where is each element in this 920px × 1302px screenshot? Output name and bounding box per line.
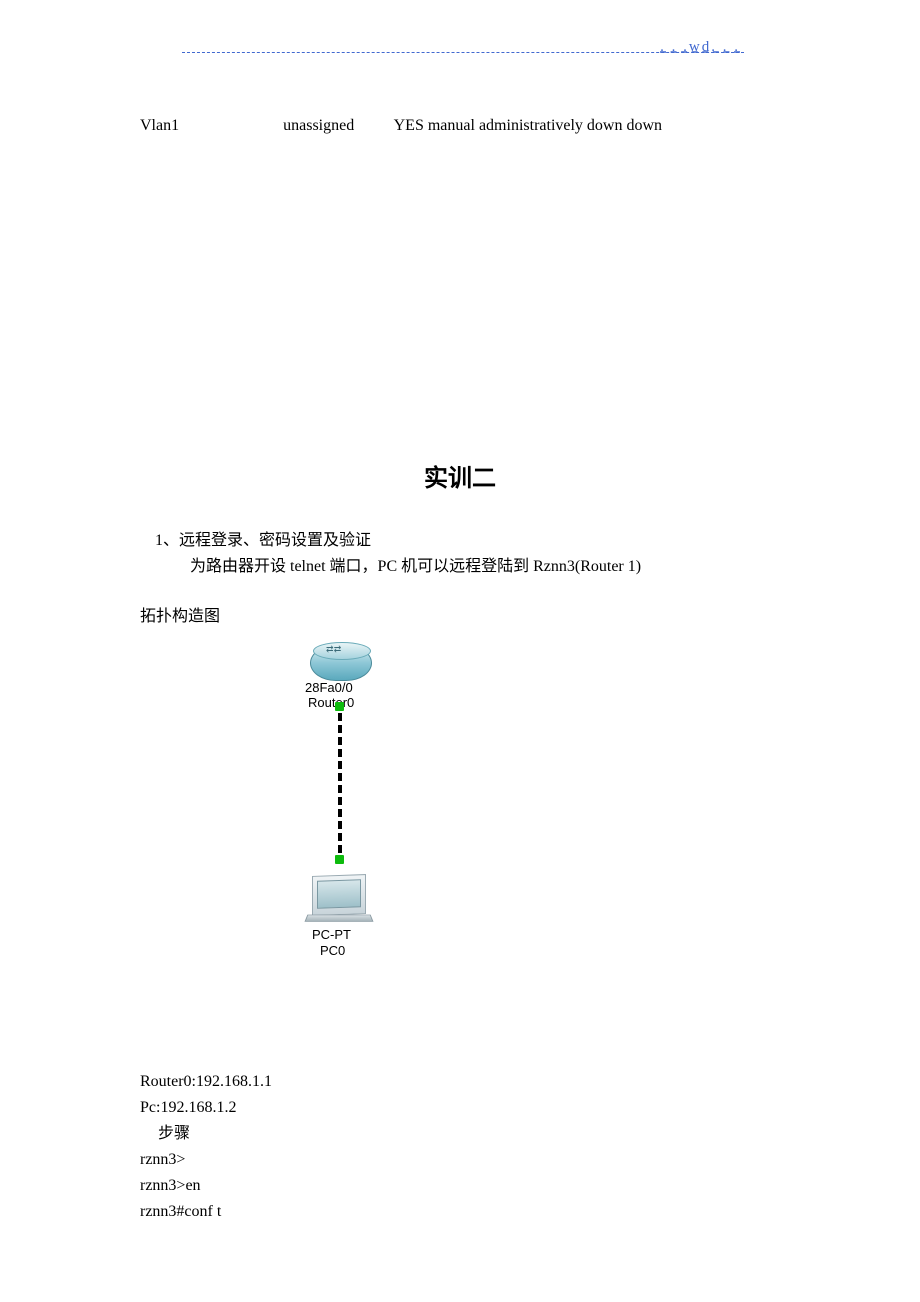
router-port-label: 28Fa0/0 <box>305 680 353 695</box>
router-top-face: ⇄ ⇄ <box>313 642 371 660</box>
header-right-text: . . .wd. . . <box>660 39 740 56</box>
iface-ip: unassigned <box>283 117 354 134</box>
iface-ok: YES <box>394 117 424 134</box>
pc-ip-line: Pc:192.168.1.2 <box>140 1095 272 1121</box>
router-ip-line: Router0:192.168.1.1 <box>140 1069 272 1095</box>
link-port-dot-top <box>335 702 344 711</box>
cmd-line-1: rznn3> <box>140 1147 272 1173</box>
iface-method: manual <box>428 117 475 134</box>
pc-screen <box>317 879 361 909</box>
interface-status-row: Vlan1 unassigned YES manual administrati… <box>140 117 662 135</box>
cmd-line-2: rznn3>en <box>140 1173 272 1199</box>
iface-protocol: down <box>626 117 662 134</box>
config-block: Router0:192.168.1.1 Pc:192.168.1.2 步骤 rz… <box>140 1069 272 1225</box>
topology-label: 拓扑构造图 <box>140 602 220 626</box>
topology-diagram: ⇄ ⇄ 28Fa0/0 Router0 PC-PT PC0 <box>270 645 430 975</box>
cmd-line-3: rznn3#conf t <box>140 1199 272 1225</box>
iface-status: administratively down <box>479 117 623 134</box>
section-title: 实训二 <box>0 458 920 493</box>
link-line <box>338 713 342 853</box>
list-item-1: 1、远程登录、密码设置及验证 <box>155 526 371 550</box>
list-item-1-detail: 为路由器开设 telnet 端口，PC 机可以远程登陆到 Rznn3(Route… <box>190 552 641 576</box>
router-name-label: Router0 <box>308 695 354 710</box>
router-arrows-icon: ⇄ ⇄ <box>326 644 340 655</box>
pc-icon <box>312 874 366 916</box>
iface-name: Vlan1 <box>140 117 179 134</box>
pc-type-label: PC-PT <box>312 927 351 942</box>
pc-name-label: PC0 <box>320 943 345 958</box>
link-port-dot-bottom <box>335 855 344 864</box>
router-icon: ⇄ ⇄ <box>310 645 372 681</box>
step-label: 步骤 <box>140 1121 272 1147</box>
pc-base <box>304 915 373 922</box>
